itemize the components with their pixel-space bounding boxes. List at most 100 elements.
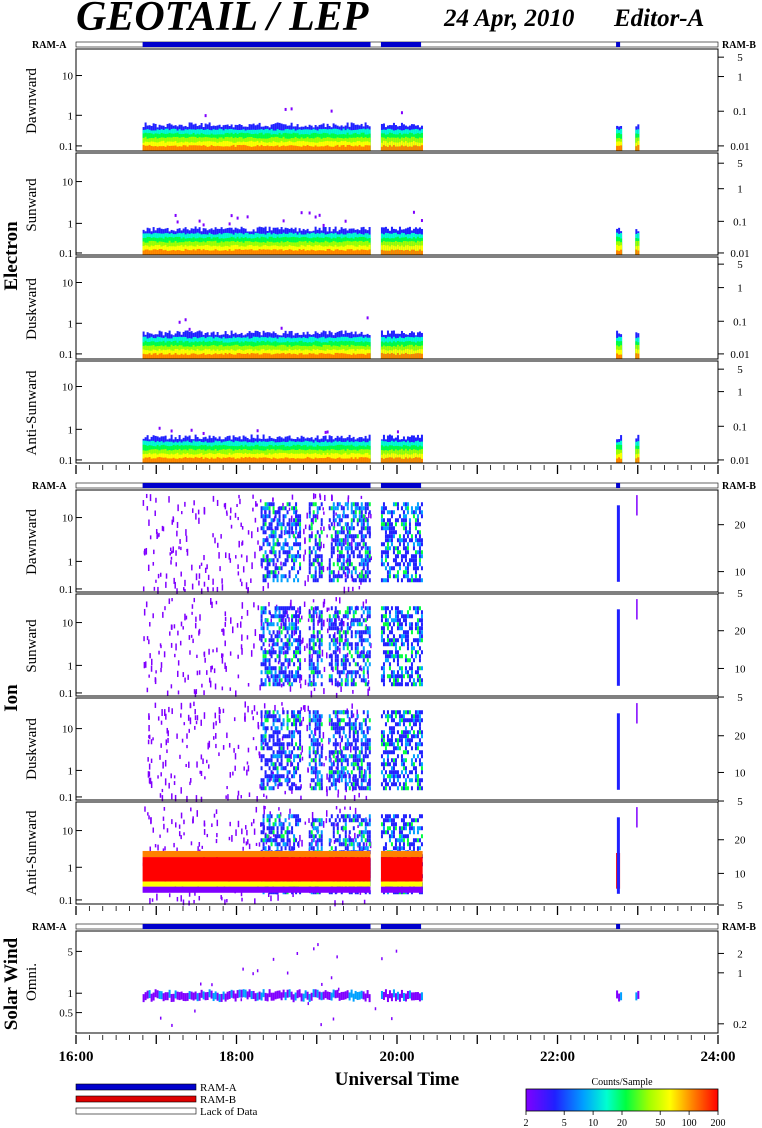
spectrogram-cell bbox=[308, 457, 311, 463]
spectrogram-cell bbox=[338, 550, 341, 555]
spectrogram-cell bbox=[334, 538, 337, 543]
page-title: GEOTAIL / LEP bbox=[76, 0, 369, 40]
spectrogram-cell bbox=[182, 145, 185, 151]
spectrogram-cell bbox=[170, 684, 173, 689]
spectrogram-cell bbox=[366, 546, 369, 551]
spectrogram-cell bbox=[268, 249, 271, 255]
spectrogram-cell bbox=[208, 353, 211, 359]
spectrogram-cell bbox=[176, 458, 179, 463]
spectrogram-cell bbox=[396, 562, 399, 567]
spectrogram-cell bbox=[203, 581, 206, 587]
spectrogram-cell bbox=[316, 510, 319, 515]
y-tick-label: 1 bbox=[68, 110, 74, 122]
spectrogram-cell bbox=[295, 626, 298, 631]
spectrogram-cell bbox=[202, 249, 205, 255]
spectrogram-cell bbox=[264, 353, 267, 359]
spectrogram-cell bbox=[306, 145, 309, 151]
spectrogram-cell bbox=[360, 495, 363, 499]
spectrogram-cell bbox=[364, 518, 367, 523]
spectrogram-cell bbox=[303, 601, 306, 608]
y2-tick-label: 0.01 bbox=[730, 455, 749, 467]
y-tick-label: 10 bbox=[62, 513, 74, 525]
spectrogram-cell bbox=[396, 502, 399, 507]
spectrogram-cell bbox=[380, 514, 383, 519]
spectrogram-cell bbox=[354, 570, 357, 575]
spectrogram-cell bbox=[190, 145, 193, 151]
spectrogram-cell bbox=[336, 352, 339, 359]
spectrogram-cell bbox=[266, 145, 269, 151]
spectrogram-cell bbox=[276, 574, 279, 579]
spectrogram-cell bbox=[230, 507, 232, 514]
spectrogram-cell bbox=[288, 518, 291, 523]
spectrogram-cell bbox=[414, 566, 417, 571]
spectrogram-cell bbox=[190, 250, 193, 255]
spectrogram-cell bbox=[223, 629, 225, 636]
spectrogram-cell bbox=[410, 538, 413, 543]
spectrogram-cell bbox=[254, 353, 257, 359]
spectrogram-cell bbox=[274, 542, 277, 547]
spectrogram-cell bbox=[262, 554, 265, 559]
spectrogram-cell bbox=[282, 626, 285, 631]
spectrogram-cell bbox=[331, 680, 333, 686]
spectrogram-cell bbox=[268, 542, 271, 547]
spectrogram-cell bbox=[635, 458, 638, 463]
spectrogram-cell bbox=[410, 534, 413, 539]
spectrogram-cell bbox=[230, 214, 233, 218]
spectrogram-cell bbox=[196, 354, 199, 359]
spectrogram-cell bbox=[286, 502, 289, 507]
spectrogram-cell bbox=[382, 244, 385, 255]
spectrogram-cell bbox=[312, 250, 315, 255]
spectrogram-cell bbox=[180, 571, 182, 577]
spectrogram-cell bbox=[344, 578, 347, 583]
spectrogram-cell bbox=[266, 502, 269, 507]
spectrogram-cell bbox=[149, 535, 152, 540]
spectrogram-cell bbox=[348, 542, 351, 547]
spectrogram-cell bbox=[274, 658, 277, 663]
spectrogram-cell bbox=[366, 526, 369, 531]
spectrogram-cell bbox=[146, 457, 149, 463]
spectrogram-cell bbox=[318, 538, 321, 543]
spectrogram-cell bbox=[276, 654, 279, 659]
spectrogram-cell bbox=[286, 646, 289, 651]
spectrogram-cell bbox=[145, 601, 148, 608]
spectrogram-cell bbox=[326, 249, 329, 255]
spectrogram-cell bbox=[346, 354, 349, 359]
spectrogram-cell bbox=[346, 249, 349, 255]
spectrogram-cell bbox=[210, 354, 213, 359]
spectrogram-cell bbox=[291, 622, 294, 627]
spectrogram-cell bbox=[270, 622, 273, 627]
spectrogram-cell bbox=[350, 510, 353, 515]
spectrogram-cell bbox=[386, 534, 389, 539]
spectrogram-cell bbox=[150, 458, 153, 463]
spectrogram-cell bbox=[414, 538, 417, 543]
spectrogram-cell bbox=[154, 458, 157, 463]
spectrogram-cell bbox=[335, 597, 337, 602]
spectrogram-cell bbox=[284, 642, 287, 647]
spectrogram-cell bbox=[382, 506, 385, 511]
spectrogram-cell bbox=[310, 534, 313, 539]
spectrogram-cell bbox=[284, 530, 287, 535]
spectrogram-cell bbox=[194, 690, 197, 698]
spectrogram-cell bbox=[416, 514, 419, 519]
spectrogram-cell bbox=[146, 506, 149, 511]
spectrogram-cell bbox=[176, 452, 179, 463]
spectrogram-cell bbox=[229, 687, 232, 691]
spectrogram-cell bbox=[270, 530, 273, 535]
spectrogram-cell bbox=[260, 621, 263, 627]
spectrogram-cell bbox=[170, 145, 173, 151]
spectrogram-cell bbox=[420, 219, 423, 223]
spectrogram-cell bbox=[360, 526, 363, 531]
spectrogram-cell bbox=[196, 145, 199, 151]
spectrogram-cell bbox=[256, 245, 259, 255]
spectrogram-cell bbox=[295, 514, 298, 519]
spectrogram-cell bbox=[418, 546, 421, 551]
spectrogram-cell bbox=[386, 538, 389, 543]
spectrogram-cell bbox=[298, 146, 301, 151]
spectrogram-cell bbox=[388, 538, 391, 543]
spectrogram-cell bbox=[350, 574, 353, 579]
spectrogram-cell bbox=[158, 532, 160, 537]
spectrogram-cell bbox=[408, 530, 411, 535]
spectrogram-cell bbox=[248, 141, 251, 151]
